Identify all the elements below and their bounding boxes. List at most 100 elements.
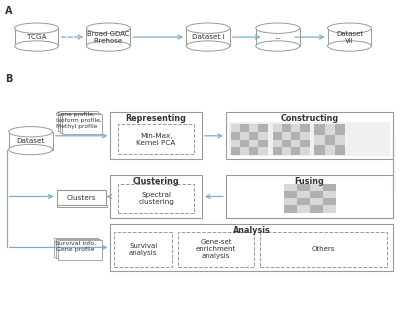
Bar xyxy=(258,132,268,140)
Bar xyxy=(324,145,335,155)
Bar xyxy=(314,135,324,145)
Bar xyxy=(56,190,106,205)
Bar xyxy=(282,147,291,155)
Bar xyxy=(226,176,393,217)
Text: A: A xyxy=(5,6,12,16)
Bar xyxy=(260,232,387,267)
Bar xyxy=(284,184,297,191)
Text: Others: Others xyxy=(312,246,335,253)
Bar xyxy=(322,191,336,198)
Bar xyxy=(297,191,310,198)
Bar xyxy=(272,147,282,155)
Bar xyxy=(110,176,202,217)
Bar xyxy=(226,112,393,159)
Bar xyxy=(9,132,52,150)
Bar xyxy=(282,140,291,147)
Text: TCGA: TCGA xyxy=(27,34,46,40)
Bar xyxy=(118,124,194,154)
Bar xyxy=(118,184,194,213)
Bar xyxy=(231,132,240,140)
Text: Dataset I: Dataset I xyxy=(192,34,224,40)
Bar xyxy=(110,224,393,271)
Text: Broad GDAC
Firehose: Broad GDAC Firehose xyxy=(87,31,130,44)
Bar xyxy=(54,238,98,257)
Bar xyxy=(57,204,107,207)
Bar xyxy=(314,145,324,155)
Bar xyxy=(249,140,258,147)
Bar xyxy=(186,28,230,46)
Bar xyxy=(249,132,258,140)
Ellipse shape xyxy=(15,41,58,51)
Bar xyxy=(322,198,336,205)
Bar xyxy=(231,124,240,132)
Bar xyxy=(322,184,336,191)
Bar xyxy=(249,124,258,132)
Bar xyxy=(284,198,297,205)
Text: Fusing: Fusing xyxy=(295,177,324,186)
Bar xyxy=(291,147,300,155)
Bar xyxy=(324,124,335,135)
Ellipse shape xyxy=(328,41,372,51)
Bar xyxy=(231,147,240,155)
Text: Min-Max,
Kernel PCA: Min-Max, Kernel PCA xyxy=(136,133,176,146)
Bar xyxy=(272,124,282,132)
Text: Gene profile,
Isoform profile,
Methyl profile: Gene profile, Isoform profile, Methyl pr… xyxy=(56,112,102,129)
Ellipse shape xyxy=(86,23,130,33)
Bar xyxy=(229,122,390,156)
Bar xyxy=(282,124,291,132)
Bar xyxy=(60,113,100,133)
Bar xyxy=(58,240,102,260)
Bar xyxy=(284,191,297,198)
Text: Representing: Representing xyxy=(126,114,186,123)
Bar xyxy=(249,147,258,155)
Ellipse shape xyxy=(9,126,52,137)
Text: Clustering: Clustering xyxy=(133,177,180,186)
Bar xyxy=(15,28,58,46)
Bar xyxy=(300,124,310,132)
Bar xyxy=(291,132,300,140)
Text: Dataset: Dataset xyxy=(16,138,45,144)
Bar xyxy=(258,124,268,132)
Bar xyxy=(272,140,282,147)
Text: Survival info,
Gene profile: Survival info, Gene profile xyxy=(55,241,96,252)
Text: ...: ... xyxy=(274,34,281,40)
Bar xyxy=(256,28,300,46)
Bar xyxy=(322,205,336,213)
Bar xyxy=(240,124,249,132)
Bar xyxy=(297,205,310,213)
Bar xyxy=(178,232,254,267)
Bar xyxy=(258,147,268,155)
Bar xyxy=(110,112,202,159)
Ellipse shape xyxy=(9,144,52,155)
Bar xyxy=(56,239,100,258)
Text: Spectral
clustering: Spectral clustering xyxy=(138,192,174,205)
Bar xyxy=(240,132,249,140)
Bar xyxy=(272,132,282,140)
Ellipse shape xyxy=(256,23,300,33)
Bar xyxy=(314,124,324,135)
Bar xyxy=(58,111,98,131)
Bar xyxy=(310,191,322,198)
Text: Analysis: Analysis xyxy=(233,226,271,235)
Bar xyxy=(231,140,240,147)
Bar xyxy=(240,140,249,147)
Text: Dataset
VII: Dataset VII xyxy=(336,31,363,44)
Bar xyxy=(300,132,310,140)
Ellipse shape xyxy=(186,41,230,51)
Ellipse shape xyxy=(256,41,300,51)
Bar xyxy=(328,28,372,46)
Bar xyxy=(310,184,322,191)
Bar xyxy=(335,124,345,135)
Bar xyxy=(335,145,345,155)
Bar xyxy=(300,147,310,155)
Bar xyxy=(258,140,268,147)
Text: Survival
analysis: Survival analysis xyxy=(129,243,157,256)
Bar xyxy=(335,135,345,145)
Bar xyxy=(62,114,102,134)
Text: Gene-set
enrichment
analysis: Gene-set enrichment analysis xyxy=(196,240,236,259)
Ellipse shape xyxy=(86,41,130,51)
Bar xyxy=(310,198,322,205)
Ellipse shape xyxy=(186,23,230,33)
Bar xyxy=(291,124,300,132)
Bar xyxy=(324,135,335,145)
